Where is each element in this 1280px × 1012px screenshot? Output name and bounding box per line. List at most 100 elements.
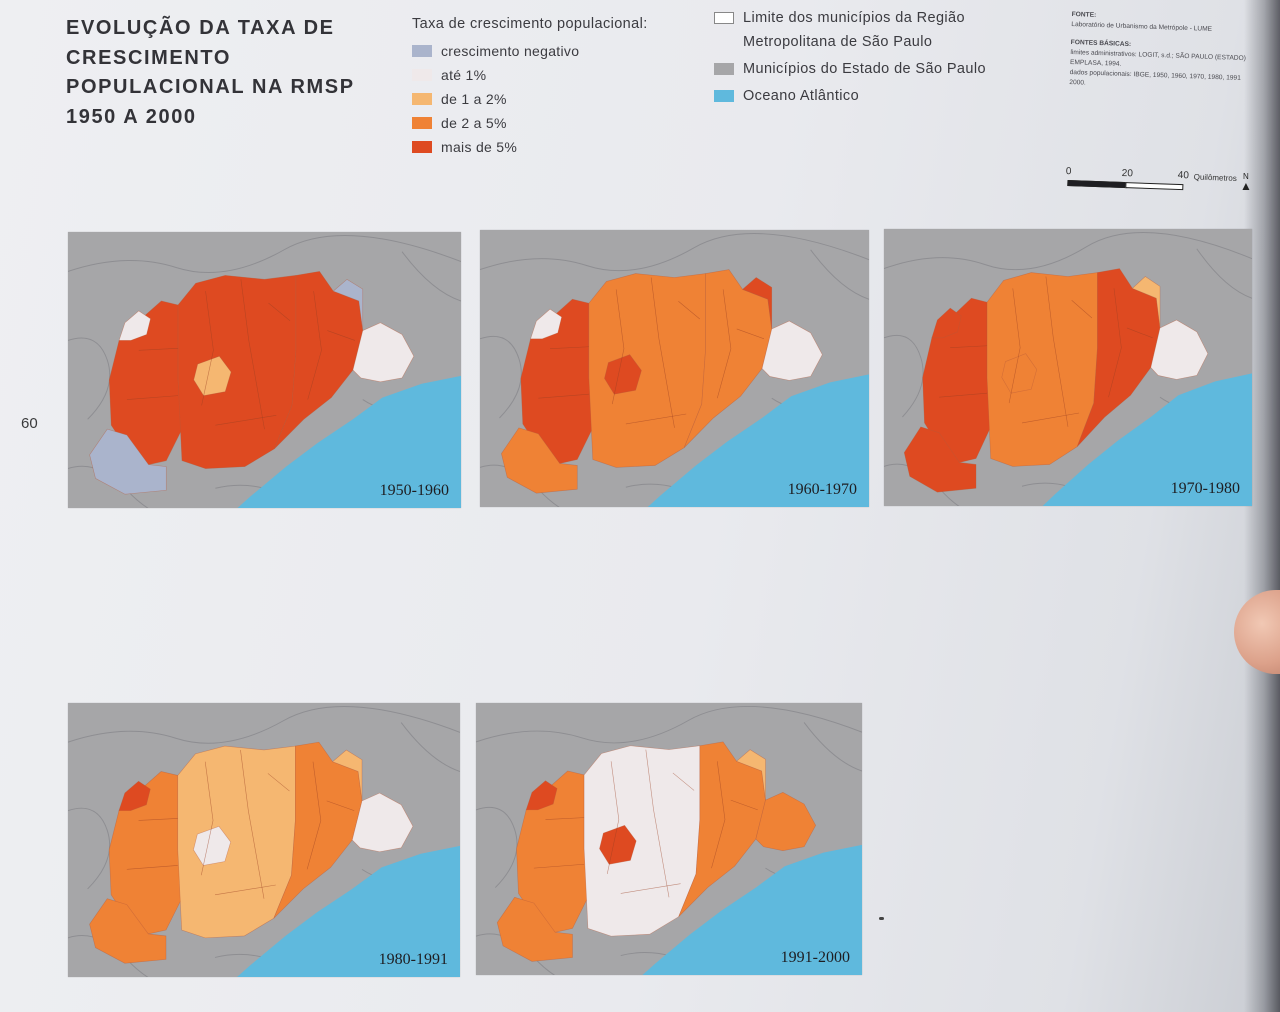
north-label: N bbox=[1243, 172, 1249, 181]
municipality-border bbox=[645, 749, 670, 898]
book-spine-shadow bbox=[1244, 0, 1280, 1012]
municipality-border bbox=[538, 393, 589, 399]
rmsp-internal-borders bbox=[126, 749, 355, 899]
atlantic-ocean bbox=[647, 374, 869, 507]
municipality-border bbox=[545, 817, 585, 820]
region-sw-lobe bbox=[496, 896, 573, 962]
municipality-border bbox=[480, 233, 869, 272]
municipality-border bbox=[240, 279, 265, 430]
municipality-border bbox=[326, 800, 355, 811]
municipality-border bbox=[606, 761, 620, 875]
scale-unit: Quilômetros bbox=[1193, 172, 1237, 183]
legend-item-1-to-2: de 1 a 2% bbox=[412, 87, 682, 111]
region-accent bbox=[604, 354, 642, 395]
rmsp-internal-borders bbox=[939, 276, 1153, 427]
municipality-border bbox=[678, 300, 700, 320]
municipality-border bbox=[126, 395, 179, 400]
municipality-border bbox=[1126, 327, 1153, 339]
region-nw-patch bbox=[530, 308, 563, 340]
sources-note: FONTE: Laboratório de Urbanismo da Metró… bbox=[1069, 6, 1252, 94]
legend-label: de 1 a 2% bbox=[441, 91, 507, 107]
region-nw-patch bbox=[118, 310, 151, 341]
municipality-border bbox=[307, 291, 322, 400]
scale-bar-black bbox=[1067, 180, 1128, 189]
municipality-border bbox=[717, 289, 732, 399]
legend-item-2-to-5: de 2 a 5% bbox=[412, 111, 682, 135]
municipality-border bbox=[68, 337, 111, 420]
municipality-border bbox=[1196, 248, 1252, 299]
legend-item-state-municipalities: Municípios do Estado de São Paulo bbox=[714, 57, 1034, 81]
growth-rate-legend: Taxa de crescimento populacional: cresci… bbox=[412, 16, 682, 159]
legend-item-up-to-1: até 1% bbox=[412, 63, 682, 87]
municipality-border bbox=[1108, 288, 1122, 398]
municipality-border bbox=[884, 334, 924, 418]
map-1960-1970: 1960-1970 bbox=[480, 230, 869, 507]
legend-item-rmsp-boundary: Limite dos municípios da Região Metropol… bbox=[714, 6, 1034, 54]
legend-swatch bbox=[714, 12, 734, 24]
map-period-label: 1970-1980 bbox=[1170, 480, 1240, 497]
region-ne-patch bbox=[742, 277, 773, 329]
municipality-border bbox=[1071, 299, 1093, 319]
municipality-border bbox=[1045, 276, 1069, 427]
title-line: EVOLUÇÃO DA TAXA DE bbox=[66, 17, 335, 39]
map-1991-2000: 1991-2000 bbox=[476, 703, 862, 975]
rmsp-internal-borders bbox=[538, 277, 765, 428]
legend-label: até 1% bbox=[441, 67, 487, 83]
municipality-border bbox=[200, 761, 214, 876]
region-ne-patch bbox=[332, 749, 363, 801]
dust-speck bbox=[879, 917, 884, 920]
page-title: EVOLUÇÃO DA TAXA DE CRESCIMENTO POPULACI… bbox=[66, 14, 366, 132]
legend-label: Oceano Atlântico bbox=[743, 88, 860, 104]
legend-label: Municípios do Estado de São Paulo bbox=[743, 61, 986, 77]
legend-item-ocean: Oceano Atlântico bbox=[714, 84, 1034, 108]
municipality-border bbox=[268, 302, 291, 321]
region-far-east bbox=[1150, 319, 1209, 380]
municipality-border bbox=[730, 799, 758, 811]
legend-label: Metropolitana de São Paulo bbox=[743, 34, 933, 50]
municipality-border bbox=[950, 345, 988, 349]
legend-swatch bbox=[412, 45, 432, 57]
municipality-border bbox=[550, 346, 589, 350]
municipality-border bbox=[214, 884, 276, 896]
region-sw-lobe bbox=[903, 426, 977, 493]
municipality-border bbox=[68, 807, 111, 890]
legend-swatch bbox=[714, 63, 734, 75]
choropleth-map bbox=[480, 230, 869, 507]
title-line: POPULACIONAL NA RMSP bbox=[66, 76, 355, 98]
municipality-border bbox=[884, 232, 1252, 271]
rmsp-internal-borders bbox=[533, 749, 758, 898]
region-far-east bbox=[761, 320, 823, 381]
choropleth-map bbox=[68, 703, 460, 977]
municipality-border bbox=[711, 761, 726, 869]
legend-label: Limite dos municípios da Região bbox=[743, 10, 965, 26]
scale-bar: 0 20 40 Quilômetros bbox=[1065, 166, 1256, 207]
title-line: 1950 A 2000 bbox=[66, 105, 197, 128]
municipality-border bbox=[1008, 288, 1021, 404]
map-period-label: 1991-2000 bbox=[780, 949, 850, 966]
region-far-east bbox=[755, 792, 817, 851]
municipality-border bbox=[306, 761, 322, 870]
map-period-label: 1960-1970 bbox=[787, 481, 857, 498]
municipality-border bbox=[620, 883, 681, 894]
legend-item-negative: crescimento negativo bbox=[412, 39, 682, 63]
legend-swatch bbox=[412, 117, 432, 129]
north-arrow-icon: N ▲ bbox=[1240, 172, 1252, 193]
legend-swatch bbox=[412, 141, 432, 153]
region-accent bbox=[193, 825, 232, 866]
municipality-border bbox=[476, 705, 862, 744]
region-ne-patch bbox=[735, 749, 766, 801]
atlantic-ocean bbox=[237, 375, 461, 508]
reader-thumb bbox=[1234, 590, 1280, 674]
region-sw-lobe bbox=[89, 428, 167, 495]
municipality-border bbox=[803, 722, 862, 772]
municipality-border bbox=[625, 413, 687, 425]
atlantic-ocean bbox=[1042, 373, 1252, 506]
region-accent bbox=[193, 355, 232, 396]
region-far-east bbox=[352, 322, 415, 383]
municipality-border bbox=[215, 415, 277, 426]
region-far-east bbox=[351, 792, 414, 853]
map-1980-1991: 1980-1991 bbox=[68, 703, 460, 977]
map-1970-1980: 1970-1980 bbox=[884, 229, 1252, 506]
choropleth-map bbox=[884, 229, 1252, 506]
